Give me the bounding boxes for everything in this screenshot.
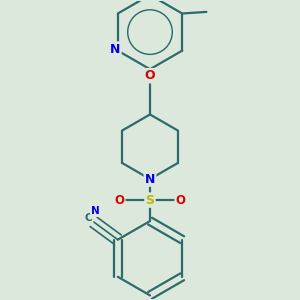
Text: S: S	[146, 194, 154, 207]
Text: O: O	[114, 194, 124, 207]
Text: C: C	[85, 213, 92, 223]
Text: N: N	[110, 43, 120, 56]
Text: O: O	[145, 69, 155, 82]
Text: N: N	[145, 172, 155, 186]
Text: N: N	[91, 206, 100, 216]
Text: O: O	[176, 194, 186, 207]
